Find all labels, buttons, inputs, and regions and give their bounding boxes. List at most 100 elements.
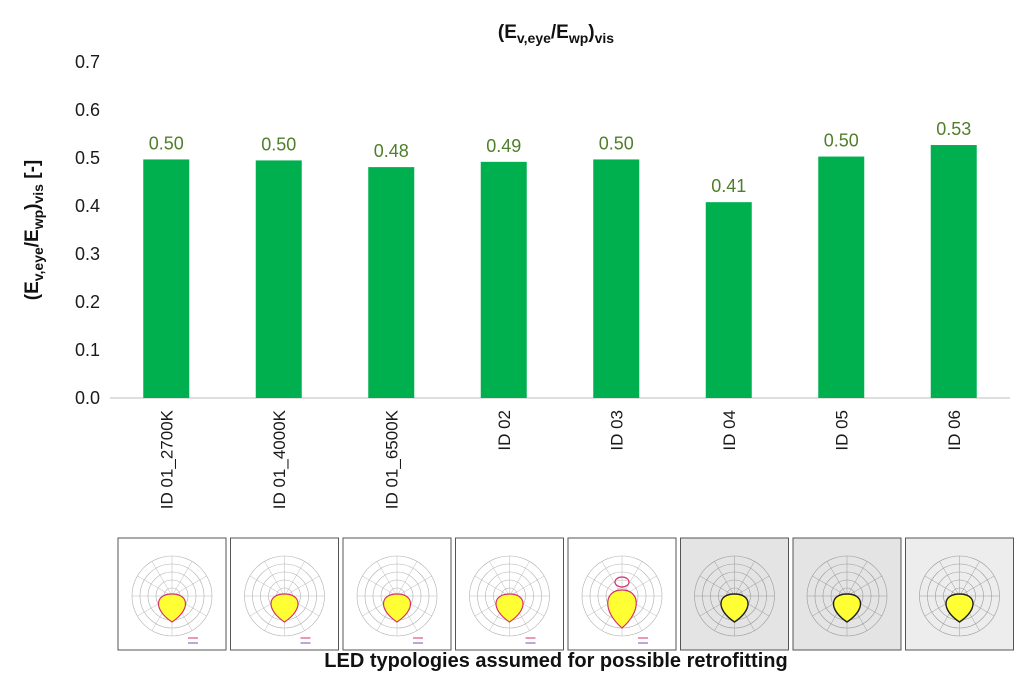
polar-spoke: [959, 561, 980, 597]
y-tick-label: 0.4: [75, 196, 100, 216]
polar-spoke: [171, 561, 193, 597]
data-label: 0.41: [711, 176, 746, 196]
polar-spoke: [489, 561, 510, 597]
polar-spoke: [396, 575, 432, 597]
data-labels: 0.50 0.50 0.48 0.49 0.50 0.41 0.50 0.53: [149, 119, 972, 196]
polar-spoke: [734, 575, 770, 597]
y-title-subscript: v,eye: [30, 247, 46, 281]
polar-spoke: [812, 575, 848, 597]
y-title-part: [-]: [22, 160, 43, 184]
chart-title: (Ev,eye/Ewp)vis: [498, 22, 614, 46]
x-tick-label: ID 01_2700K: [157, 409, 176, 509]
title-subscript: wp: [568, 30, 588, 46]
intensity-lobe: [270, 593, 299, 623]
polar-diagram-thumbnail: [567, 537, 677, 651]
y-title-subscript: vis: [30, 184, 46, 204]
y-title-part: /E: [22, 229, 43, 247]
bar: [593, 159, 640, 398]
y-tick-label: 0.5: [75, 148, 100, 168]
intensity-lobe: [157, 593, 187, 623]
x-tick-label: ID 02: [495, 410, 514, 451]
chart-title-text: (Ev,eye/Ewp)vis: [498, 22, 614, 46]
x-tick-label: ID 03: [607, 410, 626, 451]
polar-spoke: [959, 575, 995, 597]
y-tick-label: 0.2: [75, 292, 100, 312]
x-tick-label: ID 01_6500K: [382, 409, 401, 509]
bar: [143, 159, 190, 398]
data-label: 0.50: [599, 133, 634, 153]
title-part: ): [588, 22, 594, 43]
polar-spoke: [734, 561, 755, 597]
data-label: 0.49: [486, 136, 521, 156]
polar-spoke: [362, 575, 398, 597]
polar-spoke: [846, 561, 868, 597]
bar: [368, 167, 415, 398]
polar-spoke: [151, 561, 173, 597]
x-axis-title: LED typologies assumed for possible retr…: [324, 650, 787, 672]
data-label: 0.50: [261, 134, 296, 154]
polar-spoke: [264, 561, 285, 597]
polar-spoke: [826, 561, 848, 597]
title-subscript: vis: [595, 30, 615, 46]
polar-diagram-thumbnail: [117, 537, 227, 651]
x-axis-ticks: ID 01_2700K ID 01_4000K ID 01_6500K ID 02 ID…: [157, 409, 964, 509]
polar-spoke: [509, 561, 530, 597]
bar: [818, 156, 865, 398]
polar-diagram-thumbnail: [455, 537, 564, 651]
polar-spoke: [509, 575, 545, 597]
title-part: /E: [551, 22, 569, 43]
polar-spoke: [474, 575, 510, 597]
polar-spoke: [249, 575, 285, 597]
polar-diagram-thumbnail: [792, 537, 902, 651]
bar: [930, 145, 977, 398]
polar-diagram-thumbnail: [905, 537, 1014, 651]
bar: [255, 160, 302, 398]
y-title-part: ): [22, 204, 43, 210]
y-tick-label: 0.6: [75, 100, 100, 120]
x-tick-label: ID 01_4000K: [270, 409, 289, 509]
intensity-lobe: [945, 593, 974, 623]
x-tick-label: ID 06: [945, 410, 964, 451]
data-label: 0.48: [374, 141, 409, 161]
y-tick-label: 0.1: [75, 340, 100, 360]
polar-spoke: [137, 575, 173, 597]
title-part: (E: [498, 22, 517, 43]
y-title-subscript: wp: [30, 210, 46, 230]
x-tick-label: ID 04: [720, 410, 739, 451]
data-label: 0.50: [824, 131, 859, 151]
y-axis-title: (Ev,eye/Ewp)vis [-]: [22, 160, 46, 300]
polar-spoke: [714, 561, 735, 597]
bars: [143, 145, 977, 398]
title-subscript: v,eye: [517, 30, 551, 46]
polar-spoke: [284, 575, 320, 597]
bar: [705, 202, 752, 398]
polar-spoke: [846, 575, 882, 597]
y-title-part: (E: [22, 281, 43, 300]
luminaire-thumbnails: [117, 537, 1014, 651]
x-tick-label: ID 05: [832, 410, 851, 451]
bar: [480, 161, 527, 398]
y-tick-label: 0.0: [75, 388, 100, 408]
intensity-lobe: [382, 593, 412, 623]
intensity-lobe: [607, 589, 637, 629]
polar-spoke: [924, 575, 960, 597]
polar-spoke: [699, 575, 735, 597]
y-tick-label: 0.7: [75, 52, 100, 72]
intensity-lobe-upper: [614, 576, 630, 588]
polar-spoke: [284, 561, 305, 597]
data-label: 0.50: [149, 133, 184, 153]
polar-spoke: [171, 575, 207, 597]
data-label: 0.53: [936, 119, 971, 139]
y-axis-title-text: (Ev,eye/Ewp)vis [-]: [22, 160, 46, 300]
polar-spoke: [376, 561, 398, 597]
intensity-lobe: [832, 593, 862, 623]
polar-diagram-thumbnail: [230, 537, 339, 651]
polar-spoke: [396, 561, 418, 597]
intensity-lobe: [495, 593, 524, 623]
polar-spoke: [939, 561, 960, 597]
y-axis-ticks: 0.0 0.1 0.2 0.3 0.4 0.5 0.6 0.7: [75, 52, 100, 408]
polar-diagram-thumbnail: [680, 537, 789, 651]
y-tick-label: 0.3: [75, 244, 100, 264]
polar-diagram-thumbnail: [342, 537, 452, 651]
